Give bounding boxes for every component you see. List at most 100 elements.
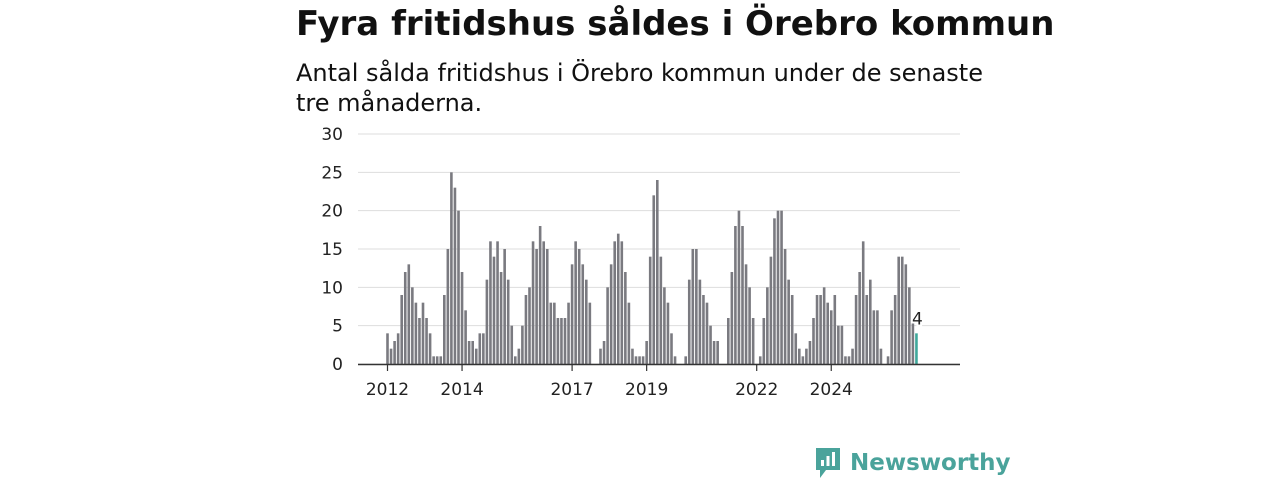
bar [695, 249, 698, 364]
bar [876, 310, 879, 364]
bar [531, 241, 535, 364]
bar [727, 318, 730, 364]
bar [652, 195, 656, 364]
bar [460, 272, 464, 364]
y-tick-label: 0 [332, 355, 343, 375]
bar [503, 249, 506, 364]
x-tick-label: 2022 [735, 380, 778, 400]
bar [648, 256, 652, 364]
bar [439, 356, 443, 364]
bar [574, 241, 577, 364]
bar [549, 302, 553, 364]
bar [556, 318, 560, 364]
bar [673, 356, 677, 364]
bar [585, 279, 588, 364]
y-tick-label: 25 [321, 163, 343, 183]
x-tick-label: 2014 [440, 380, 483, 400]
bar [837, 325, 840, 364]
highlight-bar [915, 333, 918, 364]
bar [638, 356, 641, 364]
bar [879, 348, 883, 364]
bar [851, 348, 854, 364]
bar [634, 356, 638, 364]
bar [446, 249, 450, 364]
bar [858, 272, 861, 364]
bar [734, 226, 737, 364]
bar [467, 341, 471, 364]
bar [528, 287, 531, 364]
bar [776, 210, 780, 364]
bar [684, 356, 687, 364]
bar [620, 241, 624, 364]
bar [457, 210, 460, 364]
bar [510, 325, 514, 364]
bar [606, 287, 609, 364]
bar [854, 295, 858, 364]
bar [780, 210, 783, 364]
bar [741, 226, 744, 364]
bar [403, 272, 407, 364]
bar [751, 318, 755, 364]
bar [492, 256, 496, 364]
bar [631, 348, 634, 364]
bar [904, 264, 908, 364]
bar [393, 341, 396, 364]
bar [563, 318, 567, 364]
bar [886, 356, 890, 364]
bar [428, 333, 432, 364]
bar [666, 302, 670, 364]
bar [698, 279, 702, 364]
bar [542, 241, 545, 364]
bar [794, 333, 798, 364]
bar [865, 295, 869, 364]
bar-chart: 0 5 10 15 20 25 30 2012 2014 2017 2019 2022 2024 4 [321, 125, 960, 400]
bar [553, 302, 556, 364]
bar [588, 302, 592, 364]
bar [762, 318, 766, 364]
bar [521, 325, 524, 364]
bar [847, 356, 851, 364]
bar [861, 241, 865, 364]
bar [805, 348, 808, 364]
bar [833, 295, 837, 364]
bar [900, 256, 904, 364]
bar [485, 279, 489, 364]
bar [812, 318, 815, 364]
bar [769, 256, 773, 364]
y-tick-label: 20 [321, 202, 343, 222]
bar [897, 256, 900, 364]
bar [656, 180, 659, 364]
bar [826, 302, 829, 364]
bar [411, 287, 414, 364]
bar [421, 302, 425, 364]
brand-logo[interactable]: Newsworthy [814, 446, 1011, 480]
bar [801, 356, 805, 364]
bar [815, 295, 819, 364]
bar [702, 295, 705, 364]
bar [453, 187, 457, 364]
bar [840, 325, 844, 364]
bar [758, 356, 762, 364]
bar [570, 264, 574, 364]
bar [560, 318, 563, 364]
bar [808, 341, 812, 364]
bar [464, 310, 467, 364]
chart-subtitle: Antal sålda fritidshus i Örebro kommun u… [296, 59, 983, 117]
bar [659, 256, 663, 364]
bar [432, 356, 435, 364]
bar [443, 295, 446, 364]
bar [613, 241, 616, 364]
bar [670, 333, 673, 364]
bar [496, 241, 499, 364]
bar [773, 218, 776, 364]
bar [829, 310, 833, 364]
x-tick-label: 2012 [366, 380, 409, 400]
bar [712, 341, 716, 364]
y-tick-label: 10 [321, 278, 343, 298]
bar [567, 302, 570, 364]
bar [716, 341, 719, 364]
bar [524, 295, 528, 364]
bar [482, 333, 485, 364]
bar [514, 356, 517, 364]
bar [450, 172, 453, 364]
